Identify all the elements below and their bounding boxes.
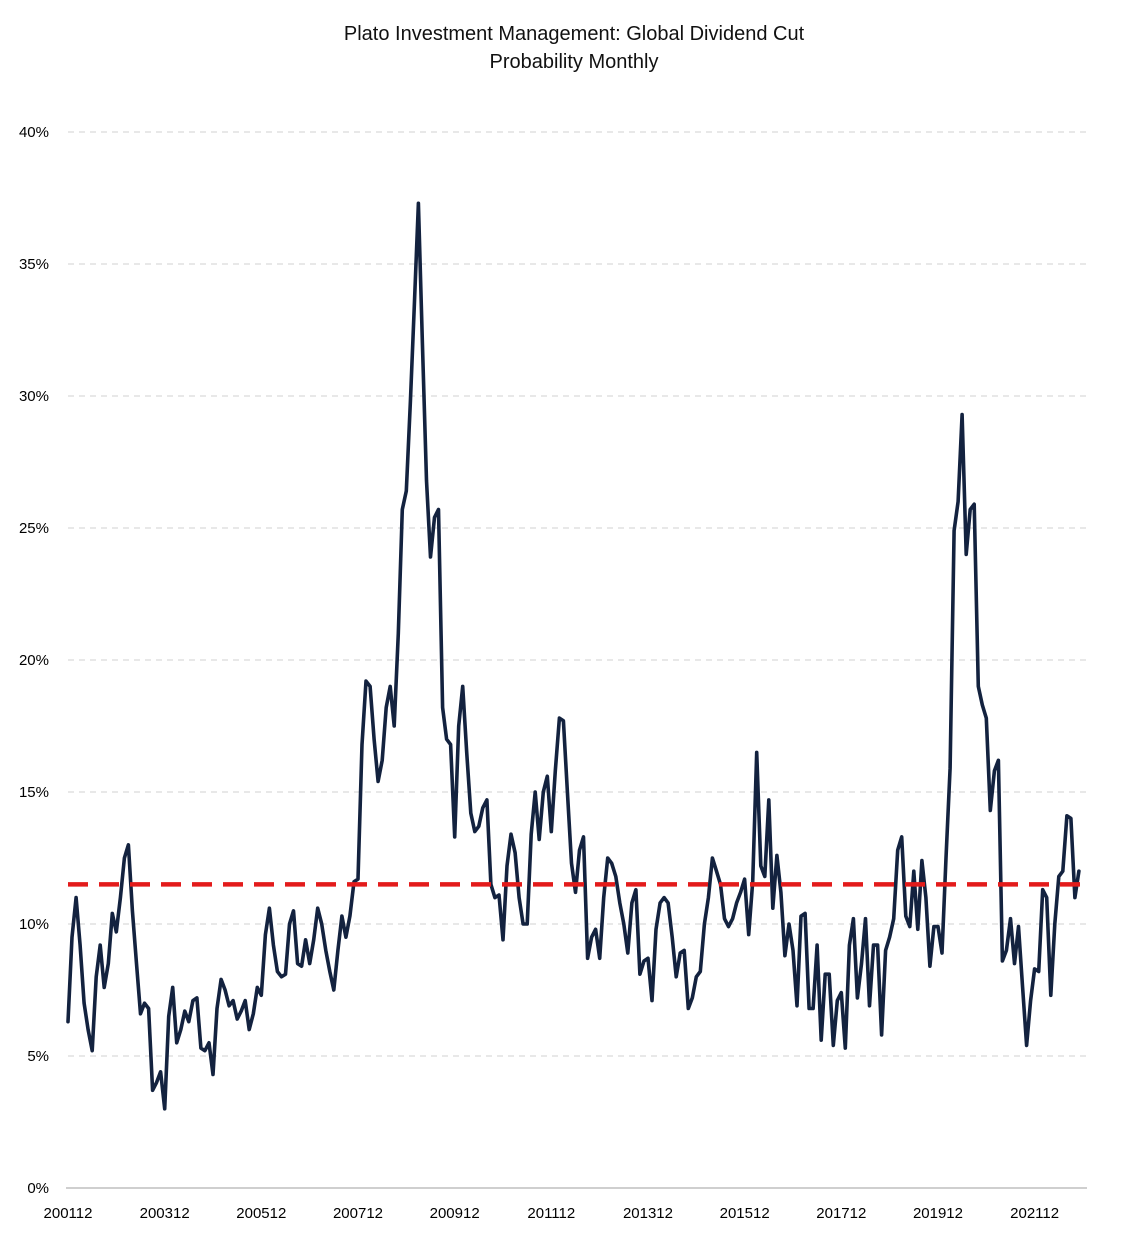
chart-title: Plato Investment Management: Global Divi… bbox=[0, 20, 1148, 76]
x-tick-label: 201712 bbox=[816, 1205, 866, 1222]
x-tick-label: 201112 bbox=[527, 1205, 575, 1222]
gridlines bbox=[68, 131, 1087, 1057]
y-tick-label: 40% bbox=[19, 124, 49, 141]
x-tick-label: 200512 bbox=[236, 1205, 286, 1222]
y-axis-ticks: 0% 5% 10% 15% 20% 25% 30% 35% 40% bbox=[19, 124, 49, 1197]
chart-title-line1: Plato Investment Management: Global Divi… bbox=[343, 23, 805, 45]
x-tick-label: 201312 bbox=[623, 1205, 673, 1222]
y-tick-label: 35% bbox=[19, 256, 49, 273]
x-tick-label: 201912 bbox=[913, 1205, 963, 1222]
y-tick-label: 30% bbox=[19, 388, 49, 405]
x-tick-label: 200312 bbox=[140, 1205, 190, 1222]
y-tick-label: 5% bbox=[27, 1048, 49, 1065]
chart-subtitle: Probability Monthly bbox=[489, 51, 659, 73]
y-tick-label: 10% bbox=[19, 916, 49, 933]
series-line bbox=[66, 201, 1081, 1111]
x-tick-label: 202112 bbox=[1010, 1205, 1059, 1222]
y-tick-label: 25% bbox=[19, 520, 49, 537]
y-tick-label: 15% bbox=[19, 784, 49, 801]
x-axis-ticks: 200112 200312 200512 200712 200912 201112 2013… bbox=[44, 1205, 1060, 1222]
series-group bbox=[0, 201, 1081, 1111]
x-tick-label: 200712 bbox=[333, 1205, 383, 1222]
x-tick-label: 200912 bbox=[430, 1205, 480, 1222]
y-tick-label: 0% bbox=[27, 1180, 49, 1197]
y-tick-label: 20% bbox=[19, 652, 49, 669]
x-tick-label: 200112 bbox=[44, 1205, 93, 1222]
x-tick-label: 201512 bbox=[720, 1205, 770, 1222]
